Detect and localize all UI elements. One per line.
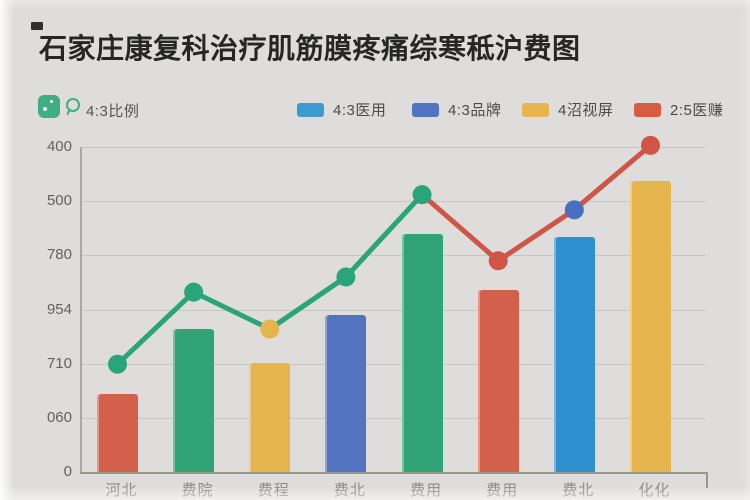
- legend-label: 4沼视屏: [558, 102, 614, 119]
- legend-swatch-blue: [297, 102, 324, 117]
- app-icon-dot: [50, 100, 53, 103]
- trend-line-point: [108, 354, 127, 374]
- bar: [325, 314, 367, 472]
- bar: [97, 393, 138, 472]
- trend-line-point: [336, 267, 356, 287]
- trend-line-segment: [495, 207, 577, 264]
- bar: [630, 180, 671, 472]
- bar: [173, 328, 215, 472]
- app-icon-dot: [43, 107, 47, 111]
- gridline: [80, 147, 706, 148]
- bar: [477, 290, 519, 472]
- bar: [249, 362, 291, 472]
- trend-line-point: [260, 319, 280, 339]
- x-tick-label: 费程: [257, 482, 290, 499]
- trend-line-point: [488, 251, 508, 271]
- legend-item-yellow[interactable]: 4沼视屏: [522, 99, 613, 120]
- y-tick-label: 400: [46, 138, 72, 155]
- x-tick-label: 费院: [181, 482, 214, 499]
- gridline: [80, 363, 706, 365]
- bar: [401, 233, 443, 472]
- legend-label: 4:3医用: [333, 102, 387, 119]
- app-icon[interactable]: [38, 95, 60, 118]
- y-tick-label: 060: [46, 408, 72, 426]
- trend-line-segment: [191, 289, 273, 332]
- gridline: [80, 255, 706, 257]
- ratio-label: 4:3比例: [86, 103, 140, 120]
- legend-label: 2:5医赚: [670, 102, 724, 119]
- trend-line-point: [640, 135, 660, 155]
- legend-item-indigo[interactable]: 4:3品牌: [412, 99, 501, 120]
- x-tick-label: 费北: [562, 482, 595, 499]
- x-axis: [80, 472, 708, 474]
- y-tick-label: 710: [46, 354, 72, 372]
- x-tick-label: 化化: [638, 482, 671, 499]
- page-title: 石家庄康复科治疗肌筋膜疼痛综寒秪沪费图: [39, 33, 581, 64]
- trend-line-segment: [267, 274, 349, 332]
- trend-line-segment: [343, 192, 425, 280]
- trend-line-segment: [115, 289, 197, 367]
- x-tick-label: 河北: [105, 482, 138, 499]
- gridline: [80, 309, 706, 311]
- x-axis-right-stub: [706, 472, 708, 488]
- trend-line-point: [184, 282, 204, 302]
- bar: [553, 236, 595, 472]
- legend-label: 4:3品牌: [448, 102, 502, 119]
- trend-line-segment: [571, 142, 653, 213]
- y-tick-label: 0: [63, 463, 72, 480]
- legend-item-red[interactable]: 2:5医赚: [634, 99, 723, 120]
- x-tick-label: 费北: [333, 482, 366, 499]
- legend-swatch-red: [634, 102, 661, 117]
- legend-swatch-yellow: [522, 102, 549, 117]
- gridline: [80, 417, 706, 419]
- legend-swatch-indigo: [412, 102, 439, 117]
- trend-line-point: [564, 200, 584, 220]
- y-tick-label: 954: [46, 300, 72, 318]
- trend-line-point: [412, 185, 432, 205]
- search-icon[interactable]: [64, 97, 82, 117]
- gridline: [80, 201, 706, 203]
- y-tick-label: 500: [46, 192, 72, 210]
- y-axis: [80, 147, 82, 474]
- trend-line-segment: [419, 192, 501, 264]
- title-artifact: [31, 22, 43, 30]
- x-tick-label: 费用: [486, 482, 519, 499]
- x-tick-label: 费用: [410, 482, 443, 499]
- y-tick-label: 780: [46, 246, 72, 264]
- legend-item-blue[interactable]: 4:3医用: [297, 99, 386, 120]
